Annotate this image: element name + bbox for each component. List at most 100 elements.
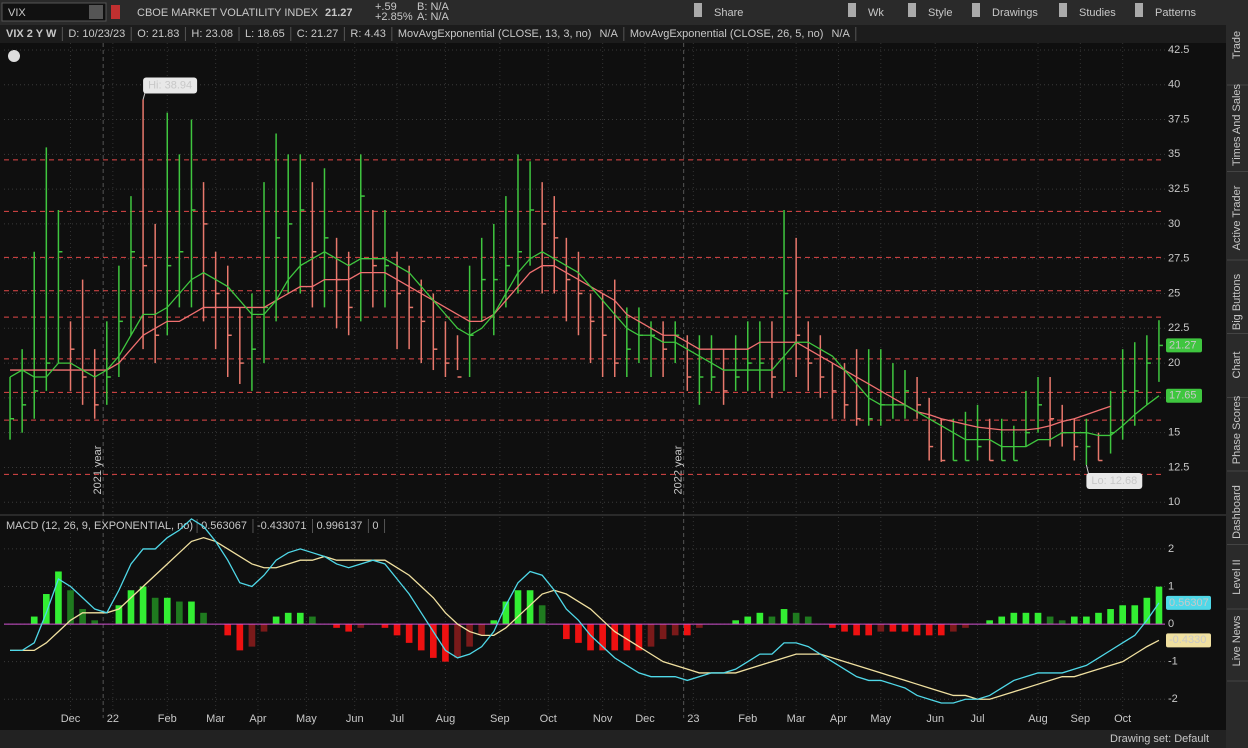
toolbar-button-label[interactable]: Style <box>928 7 952 19</box>
y-tick-label: 22.5 <box>1168 322 1189 334</box>
symbol-dropdown[interactable] <box>89 5 103 19</box>
y-tick-label: 0 <box>1168 618 1174 630</box>
info-item: H: 23.08 <box>191 28 233 40</box>
toolbar-button-label[interactable]: Patterns <box>1155 7 1196 19</box>
macd-readout: 0 <box>372 520 378 532</box>
sidebar-tab[interactable]: Active Trader <box>1231 185 1243 250</box>
x-tick-label: Feb <box>738 713 757 725</box>
x-tick-label: Oct <box>540 713 557 725</box>
x-tick-label: 22 <box>107 713 119 725</box>
toolbar-button[interactable] <box>848 3 856 17</box>
histogram-bar <box>260 624 268 632</box>
histogram-bar <box>151 597 159 625</box>
y-tick-label: 42.5 <box>1168 44 1189 56</box>
macd-badge <box>1166 595 1211 610</box>
info-item: D: 10/23/23 <box>68 28 125 40</box>
histogram-bar <box>91 620 99 625</box>
histogram-bar <box>744 616 752 625</box>
histogram-bar <box>200 612 207 625</box>
histogram-bar <box>405 624 413 643</box>
toolbar-button-label[interactable]: Share <box>714 7 743 19</box>
histogram-bar <box>188 601 195 625</box>
toolbar-button-label[interactable]: Wk <box>868 7 884 19</box>
histogram-bar <box>357 624 365 628</box>
toolbar-button[interactable] <box>972 3 980 17</box>
macd-readout: -0.433071 <box>257 520 307 532</box>
histogram-bar <box>30 616 38 625</box>
drawing-set: Drawing set: Default <box>1110 733 1209 745</box>
x-tick-label: Dec <box>635 713 655 725</box>
sidebar <box>1226 25 1248 748</box>
histogram-bar <box>55 571 62 625</box>
macd-badge-label: -0.4330 <box>1169 634 1206 646</box>
histogram-bar <box>127 590 135 625</box>
histogram-bar <box>1034 612 1042 625</box>
histogram-bar <box>1155 586 1163 625</box>
annotation-label: Lo: 12.68 <box>1091 475 1137 487</box>
symbol-box[interactable] <box>1 2 107 22</box>
study-label: MovAvgExponential (CLOSE, 13, 3, no) <box>398 28 592 40</box>
alert-icon[interactable] <box>8 50 20 62</box>
bid: B: N/A <box>417 1 449 13</box>
y-tick-label: 10 <box>1168 496 1180 508</box>
info-item: L: 18.65 <box>245 28 285 40</box>
description: CBOE MARKET VOLATILITY INDEX <box>137 7 319 19</box>
histogram-bar <box>889 624 897 632</box>
histogram-bar <box>115 605 123 625</box>
x-tick-label: Jul <box>390 713 404 725</box>
toolbar-button[interactable] <box>908 3 916 17</box>
study-value: N/A <box>831 28 850 40</box>
histogram-bar <box>79 609 86 625</box>
histogram-bar <box>478 624 486 636</box>
histogram-bar <box>526 590 534 625</box>
sidebar-tab[interactable]: Dashboard <box>1231 485 1243 539</box>
y-tick-label: 1 <box>1168 580 1174 592</box>
symbol: VIX <box>8 7 26 19</box>
x-tick-label: May <box>296 713 317 725</box>
x-tick-label: Mar <box>787 713 806 725</box>
histogram-bar <box>768 616 776 625</box>
sidebar-tab[interactable]: Live News <box>1231 615 1243 666</box>
histogram-bar <box>430 624 437 658</box>
toolbar-button[interactable] <box>1135 3 1143 17</box>
histogram-bar <box>575 624 582 643</box>
histogram-bar <box>43 594 50 625</box>
toolbar-button[interactable] <box>1059 3 1067 17</box>
histogram-bar <box>829 624 836 628</box>
histogram-bar <box>877 624 885 632</box>
histogram-bar <box>671 624 679 636</box>
x-tick-label: Apr <box>249 713 266 725</box>
info-item: R: 4.43 <box>350 28 385 40</box>
sidebar-tab[interactable]: Big Buttons <box>1231 273 1243 330</box>
sidebar-tab[interactable]: Chart <box>1231 352 1243 379</box>
sidebar-tab[interactable]: Level II <box>1231 559 1243 594</box>
sidebar-tab[interactable]: Trade <box>1231 31 1243 59</box>
x-tick-label: May <box>870 713 891 725</box>
sidebar-tab[interactable]: Times And Sales <box>1231 83 1243 166</box>
y-tick-label: 30 <box>1168 218 1180 230</box>
ema-line <box>9 251 1160 448</box>
histogram-bar <box>381 624 389 628</box>
y-tick-label: 40 <box>1168 79 1180 91</box>
histogram-bar <box>1046 616 1054 625</box>
footer <box>0 730 1226 748</box>
toolbar-button-label[interactable]: Studies <box>1079 7 1116 19</box>
histogram-bar <box>913 624 921 636</box>
sidebar-tab[interactable]: Phase Scores <box>1231 395 1243 464</box>
toolbar-button[interactable] <box>694 3 702 17</box>
histogram-bar <box>780 609 788 625</box>
macd-readout: 0.996137 <box>317 520 363 532</box>
histogram-bar <box>345 624 352 632</box>
info-item: C: 21.27 <box>297 28 339 40</box>
histogram-bar <box>563 624 570 640</box>
last-price: 21.27 <box>325 7 353 19</box>
ask: A: N/A <box>417 11 449 23</box>
histogram-bar <box>393 624 401 636</box>
macd-line <box>10 518 1160 704</box>
y-tick-label: -2 <box>1168 693 1178 705</box>
histogram-bar <box>599 624 606 651</box>
info-bar <box>0 25 1226 43</box>
toolbar-button-label[interactable]: Drawings <box>992 7 1038 19</box>
histogram-bar <box>1143 597 1151 625</box>
annotation-box <box>1086 472 1143 489</box>
